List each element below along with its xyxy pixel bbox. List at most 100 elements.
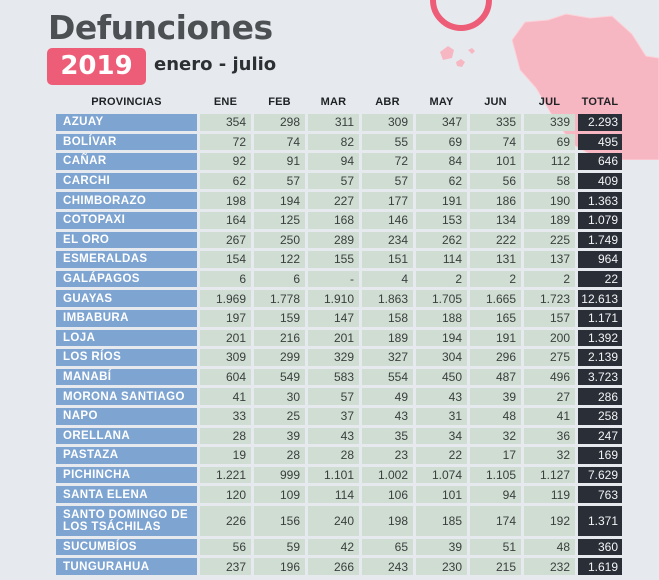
month-value-cell: 69 <box>416 133 467 151</box>
province-name-cell: SANTO DOMINGO DE LOS TSÁCHILAS <box>56 505 197 536</box>
month-value-cell: 19 <box>200 447 251 464</box>
month-value-cell: 58 <box>524 172 575 190</box>
period-label: enero - julio <box>154 54 277 75</box>
month-value-cell: 188 <box>416 309 467 327</box>
month-value-cell: 165 <box>470 309 521 327</box>
month-value-cell: 41 <box>200 388 251 405</box>
month-value-cell: 151 <box>362 251 413 268</box>
month-value-cell: 125 <box>254 211 305 229</box>
province-name-cell: AZUAY <box>56 114 197 131</box>
month-value-cell: 34 <box>416 427 467 445</box>
month-value-cell: 114 <box>416 251 467 268</box>
month-value-cell: 177 <box>362 192 413 209</box>
month-value-cell: 51 <box>470 538 521 556</box>
month-value-cell: 226 <box>200 505 251 536</box>
total-value-cell: 258 <box>578 407 622 425</box>
month-value-cell: 230 <box>416 558 467 576</box>
month-value-cell: 196 <box>254 558 305 576</box>
month-value-cell: 131 <box>470 251 521 268</box>
total-value-cell: 2.293 <box>578 114 622 131</box>
month-value-cell: 335 <box>470 114 521 131</box>
map-islands <box>440 46 475 67</box>
province-name-cell: ESMERALDAS <box>56 251 197 268</box>
month-value-cell: 155 <box>308 251 359 268</box>
month-value-cell: 1.127 <box>524 466 575 484</box>
month-value-cell: 267 <box>200 231 251 249</box>
month-value-cell: 43 <box>362 407 413 425</box>
month-value-cell: 1.105 <box>470 466 521 484</box>
month-value-cell: 122 <box>254 251 305 268</box>
month-value-cell: 55 <box>362 133 413 151</box>
month-value-cell: 296 <box>470 349 521 366</box>
month-value-cell: 200 <box>524 329 575 347</box>
month-value-cell: 604 <box>200 368 251 386</box>
month-value-cell: 56 <box>470 172 521 190</box>
month-value-cell: 109 <box>254 486 305 503</box>
month-value-cell: 91 <box>254 153 305 170</box>
month-value-cell: 327 <box>362 349 413 366</box>
month-value-cell: 1.221 <box>200 466 251 484</box>
total-value-cell: 7.629 <box>578 466 622 484</box>
month-value-cell: 39 <box>254 427 305 445</box>
month-value-cell: 234 <box>362 231 413 249</box>
month-value-cell: 57 <box>362 172 413 190</box>
province-name-cell: SANTA ELENA <box>56 486 197 503</box>
month-value-cell: 120 <box>200 486 251 503</box>
month-value-cell: 215 <box>470 558 521 576</box>
province-name-cell: COTOPAXI <box>56 211 197 229</box>
month-value-cell: 92 <box>200 153 251 170</box>
total-value-cell: 1.619 <box>578 558 622 576</box>
province-name-cell: LOS RÍOS <box>56 349 197 366</box>
month-value-cell: 487 <box>470 368 521 386</box>
month-value-cell: 289 <box>308 231 359 249</box>
month-value-cell: 198 <box>200 192 251 209</box>
month-value-cell: 201 <box>308 329 359 347</box>
month-value-cell: 194 <box>254 192 305 209</box>
month-value-cell: 583 <box>308 368 359 386</box>
month-value-cell: - <box>308 270 359 288</box>
province-name-cell: ORELLANA <box>56 427 197 445</box>
month-value-cell: 156 <box>254 505 305 536</box>
month-value-cell: 250 <box>254 231 305 249</box>
month-value-cell: 262 <box>416 231 467 249</box>
month-value-cell: 30 <box>254 388 305 405</box>
month-value-cell: 31 <box>416 407 467 425</box>
month-value-cell: 192 <box>524 505 575 536</box>
month-value-cell: 164 <box>200 211 251 229</box>
month-value-cell: 39 <box>470 388 521 405</box>
month-value-cell: 198 <box>362 505 413 536</box>
month-value-cell: 191 <box>470 329 521 347</box>
month-value-cell: 1.778 <box>254 290 305 307</box>
month-value-cell: 32 <box>470 427 521 445</box>
month-value-cell: 114 <box>308 486 359 503</box>
month-value-cell: 146 <box>362 211 413 229</box>
province-name-cell: BOLÍVAR <box>56 133 197 151</box>
total-value-cell: 763 <box>578 486 622 503</box>
province-name-cell: SUCUMBÍOS <box>56 538 197 556</box>
month-value-cell: 74 <box>254 133 305 151</box>
month-value-cell: 225 <box>524 231 575 249</box>
month-value-cell: 28 <box>200 427 251 445</box>
column-header-ene: ENE <box>213 96 238 108</box>
column-header-jul: JUL <box>538 96 561 108</box>
month-value-cell: 32 <box>524 447 575 464</box>
province-name-cell: EL ORO <box>56 231 197 249</box>
total-value-cell: 964 <box>578 251 622 268</box>
total-value-cell: 1.171 <box>578 309 622 327</box>
month-value-cell: 48 <box>524 538 575 556</box>
province-name-cell: LOJA <box>56 329 197 347</box>
month-value-cell: 57 <box>308 388 359 405</box>
month-value-cell: 222 <box>470 231 521 249</box>
month-value-cell: 2 <box>470 270 521 288</box>
column-header-mar: MAR <box>320 96 347 108</box>
month-value-cell: 101 <box>416 486 467 503</box>
month-value-cell: 74 <box>470 133 521 151</box>
month-value-cell: 106 <box>362 486 413 503</box>
month-value-cell: 6 <box>200 270 251 288</box>
month-value-cell: 101 <box>470 153 521 170</box>
total-value-cell: 169 <box>578 447 622 464</box>
month-value-cell: 185 <box>416 505 467 536</box>
month-value-cell: 69 <box>524 133 575 151</box>
deaths-table: PROVINCIAS ENE FEB MAR ABR MAY JUN JUL T… <box>56 93 622 576</box>
column-header-may: MAY <box>429 96 454 108</box>
